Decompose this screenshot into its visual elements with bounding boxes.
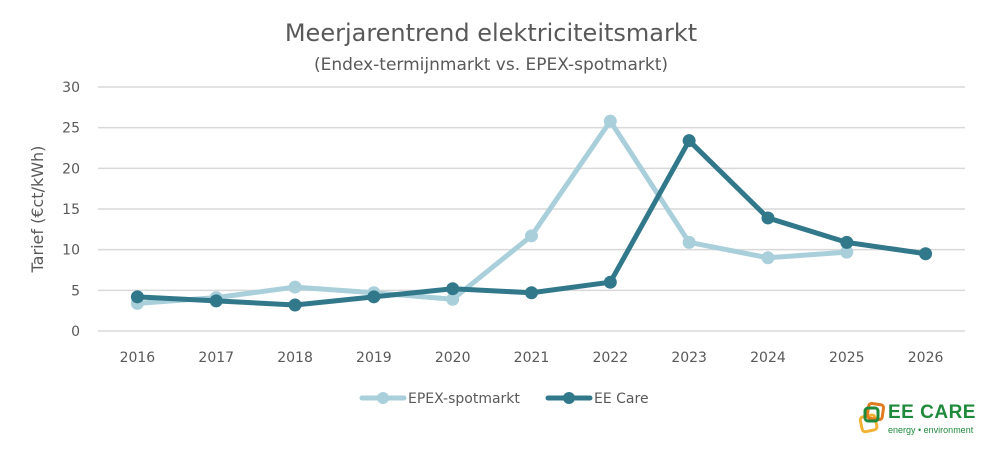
data-point: [446, 292, 460, 306]
data-point: [446, 282, 460, 296]
data-point: [367, 290, 381, 304]
legend-item: EE Care: [545, 391, 649, 407]
data-point: [603, 114, 617, 128]
series-lines: [130, 114, 933, 312]
y-tick-label: 5: [71, 283, 80, 299]
data-point: [525, 229, 538, 243]
y-tick-label: 10: [62, 243, 80, 259]
x-tick-label: 2025: [829, 350, 865, 366]
y-tick-label: 0: [71, 324, 80, 340]
series-line: [134, 118, 850, 306]
y-tick-label: 25: [62, 121, 80, 137]
chart-title: Meerjarentrend elektriciteitsmarkt: [285, 19, 697, 47]
ee-care-logo: EE CARE energy • environment: [858, 400, 975, 444]
y-tick-label: 30: [62, 80, 80, 96]
chart-subtitle: (Endex-termijnmarkt vs. EPEX-spotmarkt): [314, 55, 668, 75]
x-tick-labels: 2016 2017 2018 2019 2020 2021 2022 2023 2024 2025…: [120, 350, 944, 366]
x-tick-label: 2018: [277, 350, 313, 366]
data-point: [761, 211, 775, 225]
x-tick-label: 2023: [671, 350, 707, 366]
y-axis-label: Tarief (€ct/kWh): [28, 146, 47, 274]
data-point: [682, 134, 696, 148]
y-tick-label: 20: [62, 161, 80, 177]
series-epex-spotmarkt: [130, 114, 854, 310]
legend-item: EPEX-spotmarkt: [359, 391, 520, 407]
legend-marker-icon: [563, 392, 575, 404]
gridlines: [98, 86, 965, 332]
x-tick-label: 2022: [592, 350, 628, 366]
y-tick-labels: 0 5 10 15 20 25 30: [62, 80, 80, 340]
x-tick-label: 2019: [356, 350, 392, 366]
series-ee-care: [130, 134, 933, 312]
x-tick-label: 2020: [435, 350, 471, 366]
y-tick-label: 15: [62, 202, 80, 218]
legend-label: EE Care: [594, 391, 649, 407]
logo-name: EE CARE: [888, 402, 976, 423]
data-point: [288, 280, 302, 294]
data-point: [840, 235, 854, 249]
data-point: [209, 294, 223, 308]
data-point: [525, 286, 538, 300]
data-point: [682, 235, 696, 249]
data-point: [130, 290, 144, 304]
legend: EPEX-spotmarkt EE Care: [359, 391, 649, 407]
legend-marker-icon: [377, 392, 389, 404]
data-point: [288, 298, 302, 312]
data-point: [761, 251, 775, 265]
x-tick-label: 2016: [120, 350, 156, 366]
x-tick-label: 2017: [198, 350, 234, 366]
series-line: [134, 138, 929, 308]
logo-tagline: energy • environment: [888, 425, 974, 435]
logo-squares-icon: [858, 401, 886, 434]
data-point: [840, 245, 854, 259]
x-tick-label: 2021: [514, 350, 550, 366]
data-point: [603, 275, 617, 289]
legend-label: EPEX-spotmarkt: [408, 391, 520, 407]
x-tick-label: 2026: [908, 350, 944, 366]
x-tick-label: 2024: [750, 350, 786, 366]
data-point: [919, 247, 933, 261]
